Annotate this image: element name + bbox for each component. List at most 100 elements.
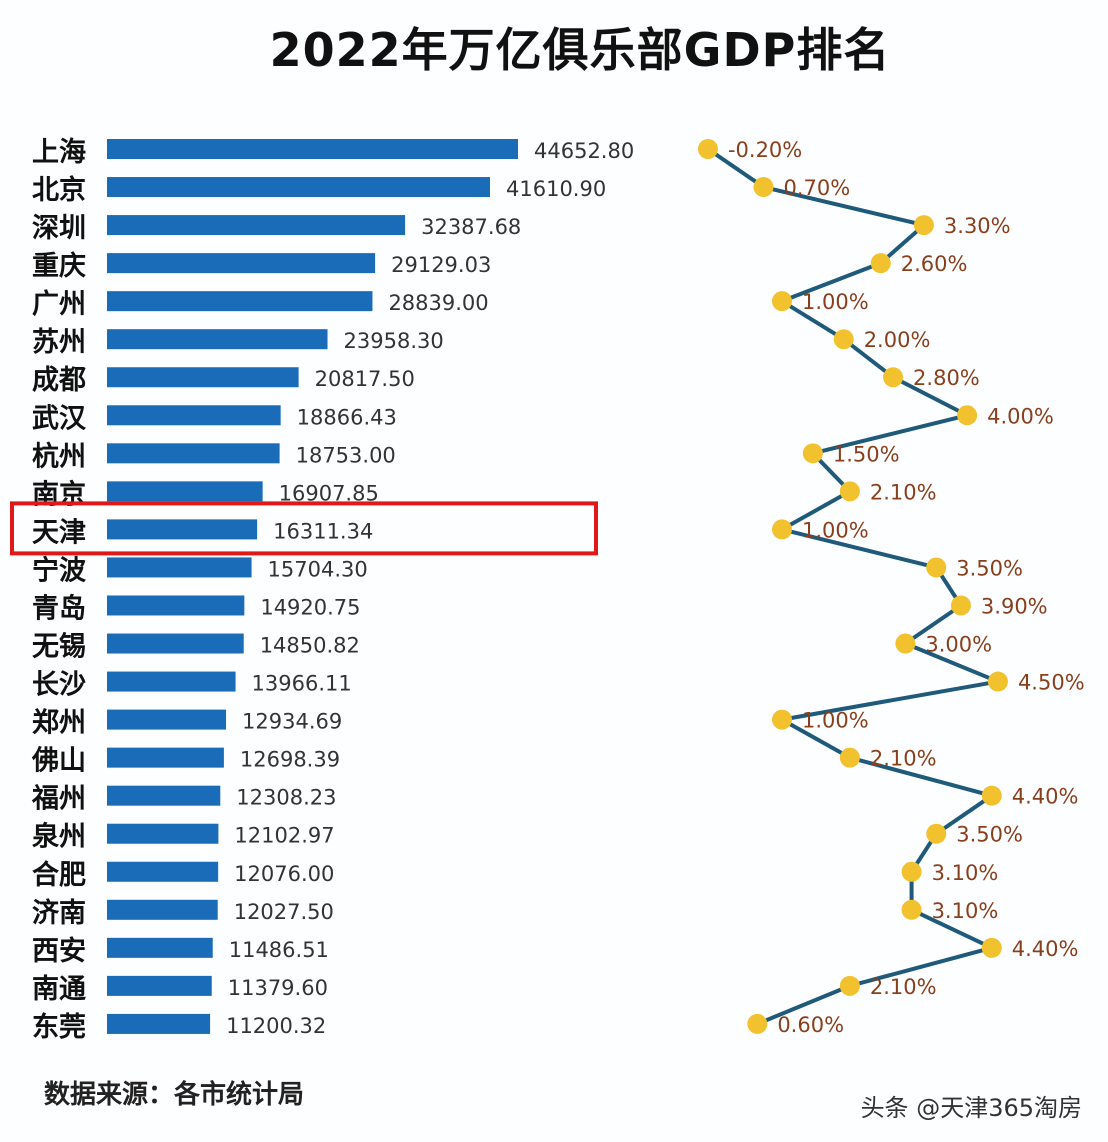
- bar: [107, 253, 376, 274]
- bar-value-label: 11200.32: [226, 1014, 326, 1038]
- growth-point: [747, 1013, 768, 1034]
- bar: [107, 823, 219, 844]
- category-label: 青岛: [32, 592, 86, 624]
- growth-point: [981, 937, 1002, 958]
- bar-value-label: 12027.50: [234, 900, 334, 924]
- bar: [107, 595, 245, 616]
- category-label: 成都: [32, 365, 86, 396]
- growth-point: [901, 861, 922, 882]
- bar: [107, 405, 281, 426]
- bar: [107, 291, 373, 312]
- category-label: 深圳: [32, 213, 86, 244]
- chart-title: 2022年万亿俱乐部GDP排名: [269, 23, 891, 77]
- growth-point: [697, 139, 718, 159]
- bar: [107, 633, 244, 654]
- bar-value-label: 13966.11: [252, 672, 352, 696]
- growth-point: [981, 785, 1002, 806]
- category-label: 郑州: [32, 708, 86, 739]
- growth-label: 2.10%: [870, 480, 937, 504]
- bar: [107, 747, 224, 768]
- category-label: 武汉: [32, 403, 87, 434]
- category-label: 杭州: [32, 440, 86, 472]
- growth-label: -0.20%: [728, 138, 802, 162]
- bar-value-label: 12076.00: [234, 862, 334, 886]
- growth-label: 1.00%: [802, 518, 869, 542]
- bar: [107, 329, 328, 350]
- growth-label: 2.10%: [870, 975, 937, 999]
- bar-value-label: 16311.34: [273, 519, 373, 543]
- growth-point: [772, 709, 792, 730]
- bar-value-label: 12934.69: [242, 710, 342, 734]
- bar: [107, 785, 221, 806]
- bar: [107, 367, 299, 388]
- data-source: 数据来源：各市统计局: [44, 1080, 305, 1110]
- bar-value-label: 15704.30: [268, 557, 368, 581]
- growth-label: 4.40%: [1012, 785, 1079, 809]
- growth-label: 1.00%: [802, 709, 869, 733]
- bar: [107, 519, 258, 540]
- category-label: 东莞: [32, 1011, 86, 1043]
- category-label: 广州: [32, 289, 86, 320]
- growth-label: 3.10%: [932, 899, 999, 923]
- highlight-box: [10, 501, 598, 556]
- growth-label: 0.60%: [777, 1013, 844, 1037]
- growth-point: [839, 747, 860, 768]
- bar: [107, 443, 280, 464]
- growth-point: [895, 633, 916, 654]
- growth-point: [926, 823, 947, 844]
- bar-value-label: 20817.50: [315, 367, 415, 391]
- bar-value-label: 41610.90: [506, 177, 606, 201]
- bar: [107, 481, 263, 502]
- growth-point: [753, 177, 774, 198]
- growth-label: 1.50%: [833, 442, 900, 466]
- category-label: 佛山: [31, 746, 86, 777]
- growth-point: [772, 519, 792, 540]
- bar: [107, 861, 219, 882]
- growth-label: 3.50%: [956, 556, 1023, 580]
- bar: [107, 671, 236, 692]
- growth-label: 3.10%: [932, 861, 999, 885]
- watermark: 头条 @天津365淘房: [860, 1094, 1082, 1122]
- category-label: 上海: [32, 137, 86, 168]
- bar-value-label: 11379.60: [228, 976, 328, 1000]
- growth-point: [833, 329, 854, 350]
- growth-point: [950, 595, 971, 616]
- growth-label: 1.00%: [802, 290, 869, 314]
- growth-point: [901, 899, 922, 920]
- growth-label: 0.70%: [783, 176, 850, 200]
- category-label: 南通: [32, 974, 86, 1005]
- bar: [107, 557, 252, 578]
- bar: [107, 1013, 211, 1034]
- growth-point: [926, 557, 947, 578]
- growth-point: [839, 481, 860, 502]
- category-label: 北京: [32, 174, 86, 206]
- bar: [107, 899, 218, 920]
- bar-value-label: 29129.03: [391, 253, 491, 277]
- growth-point: [772, 291, 792, 312]
- growth-label: 2.00%: [864, 328, 931, 352]
- growth-label: 3.30%: [944, 214, 1011, 238]
- category-label: 重庆: [32, 250, 86, 282]
- bar-value-label: 12308.23: [236, 786, 336, 810]
- category-label: 长沙: [32, 670, 86, 701]
- growth-point: [913, 215, 934, 236]
- bar-value-label: 14850.82: [260, 634, 360, 658]
- bar-value-label: 18753.00: [296, 443, 396, 467]
- growth-label: 2.80%: [913, 366, 980, 390]
- bar-value-label: 32387.68: [421, 215, 521, 239]
- bar: [107, 975, 212, 996]
- bar-value-label: 16907.85: [279, 481, 379, 505]
- growth-label: 3.50%: [956, 823, 1023, 847]
- growth-label: 4.40%: [1012, 937, 1079, 961]
- growth-point: [987, 671, 1008, 692]
- bar-value-label: 23958.30: [344, 329, 444, 353]
- category-label: 福州: [31, 784, 86, 815]
- growth-point: [957, 405, 978, 426]
- category-label: 南京: [32, 478, 86, 510]
- bar: [107, 177, 491, 198]
- growth-point: [802, 443, 823, 464]
- bar: [107, 139, 518, 159]
- bar-value-label: 12102.97: [234, 824, 334, 848]
